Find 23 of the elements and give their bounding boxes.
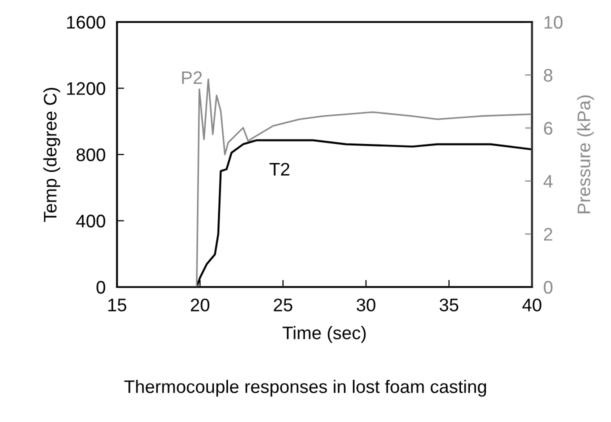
y2-tick-label: 2: [544, 228, 552, 241]
series-label: P2: [182, 71, 202, 84]
y2-tick-label: 10: [544, 16, 562, 29]
y-tick-label: 0: [96, 280, 106, 294]
x-axis-title: Time (sec): [282, 326, 366, 343]
x-tick-label: 40: [522, 298, 542, 312]
y-tick-label: 1600: [67, 16, 106, 29]
y-tick-label: 400: [76, 214, 106, 228]
x-tick-label: 35: [440, 298, 458, 312]
x-tick-label: 25: [274, 298, 292, 312]
y-tick-label: 800: [76, 148, 106, 162]
y-axis-title: Temp (degree C): [43, 88, 60, 222]
y2-tick-label: 8: [544, 68, 552, 82]
y-tick-label: 1200: [67, 82, 106, 95]
y2-axis-title: Pressure (kPa): [577, 95, 594, 214]
x-tick-label: 30: [356, 298, 376, 312]
y2-tick-label: 0: [544, 280, 552, 294]
x-tick-label: 20: [190, 298, 210, 312]
text: Thermocouple responses in lost foam casting: [124, 380, 486, 397]
x-tick-label: 15: [108, 298, 126, 312]
y2-tick-label: 4: [544, 175, 553, 188]
series-label: T2: [270, 162, 290, 176]
y2-tick-label: 6: [544, 122, 552, 135]
